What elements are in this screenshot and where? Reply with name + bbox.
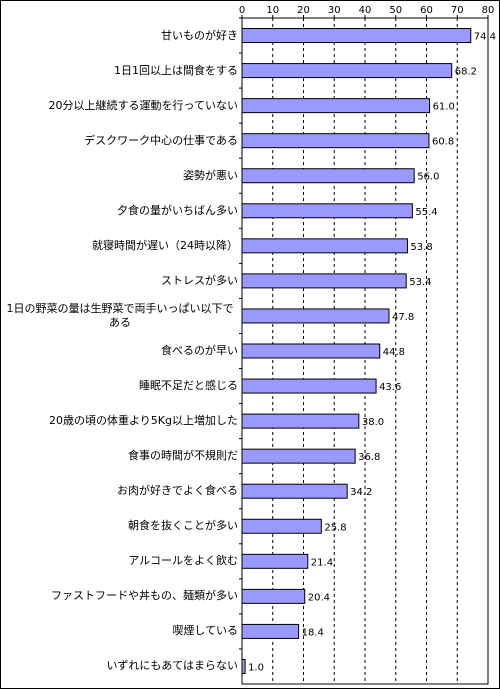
- bar: [241, 658, 246, 674]
- category-text: 食べるのが早い: [161, 344, 238, 357]
- bar: [241, 623, 300, 639]
- value-label: 38.0: [362, 417, 384, 428]
- category-label: 姿勢が悪い: [2, 169, 238, 183]
- value-label: 25.8: [324, 522, 346, 533]
- bar: [241, 483, 348, 499]
- category-label: デスクワーク中心の仕事である: [2, 134, 238, 148]
- x-tick-label: 10: [266, 5, 279, 16]
- bar: [241, 133, 430, 149]
- category-text: 1日1回以上は間食をする: [114, 63, 238, 77]
- category-label: 1日の野菜の量は生野菜で両手いっぱい以下である: [2, 302, 238, 330]
- value-label: 61.0: [433, 102, 455, 113]
- value-label: 34.2: [350, 487, 372, 498]
- value-label: 1.0: [248, 662, 264, 673]
- category-label: アルコールをよく飲む: [2, 554, 238, 568]
- value-label: 60.8: [432, 137, 454, 148]
- value-label: 55.4: [415, 207, 437, 218]
- bar: [241, 28, 472, 44]
- bar: [241, 378, 377, 394]
- bar: [241, 588, 306, 604]
- value-label: 68.2: [455, 67, 477, 78]
- category-text: 就寝時間が遅い（24時以降）: [92, 238, 238, 252]
- bar: [241, 273, 407, 289]
- category-text: 夕食の量がいちばん多い: [117, 203, 238, 217]
- category-label: ストレスが多い: [2, 274, 238, 288]
- category-label: 20分以上継続する運動を行っていない: [2, 99, 238, 113]
- category-text: 喫煙している: [172, 624, 238, 638]
- bar: [241, 238, 408, 254]
- category-text: アルコールをよく飲む: [128, 554, 238, 568]
- category-label: 夕食の量がいちばん多い: [2, 204, 238, 218]
- category-text: デスクワーク中心の仕事である: [84, 133, 238, 147]
- bar: [241, 553, 309, 569]
- category-label: 甘いものが好き: [2, 29, 238, 43]
- bar: [241, 413, 360, 429]
- value-label: 18.4: [302, 627, 324, 638]
- category-text: 20歳の頃の体重より5Kg以上増加した: [49, 414, 238, 428]
- x-tick-label: 20: [297, 5, 310, 16]
- value-label: 21.4: [311, 557, 333, 568]
- value-label: 44.8: [383, 347, 405, 358]
- x-tick-label: 30: [328, 5, 341, 16]
- category-label: 就寝時間が遅い（24時以降）: [2, 239, 238, 253]
- x-tick-label: 60: [420, 5, 433, 16]
- category-text: 甘いものが好き: [161, 28, 238, 42]
- x-tick-label: 40: [359, 5, 372, 16]
- value-label: 47.8: [392, 312, 414, 323]
- category-text: ファストフードや丼もの、麺類が多い: [51, 589, 238, 603]
- x-tick-label: 80: [482, 5, 495, 16]
- category-label: ファストフードや丼もの、麺類が多い: [2, 589, 238, 603]
- category-label: 20歳の頃の体重より5Kg以上増加した: [2, 414, 238, 428]
- value-label: 56.0: [417, 172, 439, 183]
- x-tick-label: 50: [389, 5, 402, 16]
- value-label: 74.4: [474, 32, 496, 43]
- category-label: いずれにもあてはまらない: [2, 659, 238, 673]
- bar: [241, 448, 356, 464]
- category-text: 20分以上継続する運動を行っていない: [48, 98, 238, 112]
- bar: [241, 203, 413, 219]
- bar: [241, 343, 381, 359]
- category-label: 睡眠不足だと感じる: [2, 379, 238, 393]
- value-label: 53.8: [410, 242, 432, 253]
- category-label: 喫煙している: [2, 624, 238, 638]
- category-label: 朝食を抜くことが多い: [2, 519, 238, 533]
- bar: [241, 308, 390, 324]
- value-label: 43.6: [379, 382, 401, 393]
- category-label: お肉が好きでよく食べる: [2, 484, 238, 498]
- category-text: 食事の時間が不規則だ: [128, 449, 238, 463]
- value-label: 53.4: [409, 277, 431, 288]
- category-text: 姿勢が悪い: [183, 168, 238, 182]
- x-tick-label: 0: [239, 5, 245, 16]
- bar: [241, 518, 322, 534]
- category-text: いずれにもあてはまらない: [106, 659, 238, 673]
- category-text: 睡眠不足だと感じる: [139, 379, 238, 393]
- value-label: 36.8: [358, 452, 380, 463]
- category-text: お肉が好きでよく食べる: [117, 484, 238, 498]
- bar: [241, 168, 415, 184]
- category-label: 1日1回以上は間食をする: [2, 64, 238, 78]
- category-label: 食事の時間が不規則だ: [2, 449, 238, 463]
- x-tick-label: 70: [451, 5, 464, 16]
- category-text: ストレスが多い: [161, 273, 238, 287]
- value-label: 20.4: [308, 592, 330, 603]
- bar: [241, 98, 431, 114]
- category-text: 1日の野菜の量は生野菜で両手いっぱい以下である: [6, 301, 234, 329]
- bar: [241, 63, 453, 79]
- category-label: 食べるのが早い: [2, 344, 238, 358]
- category-text: 朝食を抜くことが多い: [128, 519, 238, 533]
